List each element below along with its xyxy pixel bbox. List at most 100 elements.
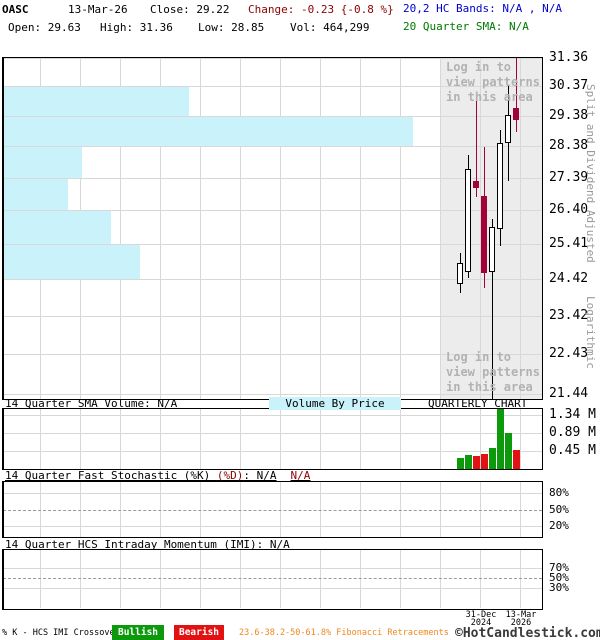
imi-panel-border <box>2 549 543 610</box>
gridline-vertical <box>80 482 81 537</box>
gridline-vertical <box>200 550 201 608</box>
stochastic-gridline <box>3 493 542 494</box>
gridline-horizontal <box>3 450 542 452</box>
volume-bar <box>473 456 480 469</box>
volume-by-price-bar <box>3 116 413 147</box>
gridline-vertical <box>40 409 41 469</box>
gridline-vertical <box>160 58 161 399</box>
gridline-vertical <box>400 58 401 399</box>
candle-wick <box>516 58 517 132</box>
bullish-badge: Bullish <box>112 625 164 640</box>
crossover-legend: % K - HCS IMI Crossover, <box>2 628 125 638</box>
stochastic-panel-border <box>2 481 543 538</box>
gridline-vertical <box>280 482 281 537</box>
stochastic-gridline-dashed <box>3 509 542 511</box>
gridline-vertical <box>440 550 441 608</box>
gridline-horizontal <box>3 115 542 117</box>
stochastic-axis-label: 20% <box>549 519 569 533</box>
gridline-vertical <box>200 482 201 537</box>
volume-by-price-label: Volume By Price <box>285 397 385 410</box>
candle-body <box>457 262 463 284</box>
gridline-horizontal <box>3 415 542 416</box>
gridline-vertical <box>160 550 161 608</box>
gridline-horizontal <box>3 177 542 179</box>
imi-axis-label: 70% <box>549 561 569 574</box>
stochastic-header: 14 Quarter Fast Stochastic (%K) (%D): N/… <box>5 470 310 482</box>
stochastic-d-value: N/A <box>290 469 311 482</box>
candle-body <box>473 180 479 189</box>
volume-axis-label: 0.45 M <box>549 442 596 458</box>
close-value: Close: 29.22 <box>150 3 230 16</box>
stochastic-axis-label: 50% <box>549 502 569 516</box>
volume-bar <box>481 454 488 469</box>
copyright-label: ©HotCandlestick.com <box>455 626 600 640</box>
volume-bar <box>497 409 504 469</box>
volume-bar <box>513 450 520 469</box>
gridline-vertical <box>120 58 121 399</box>
volume-by-price-bar <box>3 211 111 244</box>
price-axis-label: 26.40 <box>549 202 589 218</box>
gridline-vertical <box>80 550 81 608</box>
gridline-horizontal <box>3 146 542 148</box>
high-value: High: 31.36 <box>100 21 173 34</box>
change-value: Change: -0.23 {-0.8 %} <box>248 3 394 16</box>
low-value: Low: 28.85 <box>198 21 265 34</box>
gridline-vertical <box>160 409 161 469</box>
volume-by-price-bar <box>3 178 68 211</box>
price-axis-label: 22.43 <box>549 346 589 362</box>
price-axis-label: 25.41 <box>549 235 589 251</box>
bearish-badge: Bearish <box>174 625 224 640</box>
price-axis-label: 31.36 <box>549 50 589 65</box>
candle-body <box>497 143 503 229</box>
stochastic-axis-label: 80% <box>549 486 569 499</box>
gridline-vertical <box>440 409 441 469</box>
volume-axis-label: 0.89 M <box>549 425 596 441</box>
gridline-horizontal <box>3 394 542 395</box>
gridline-vertical <box>280 550 281 608</box>
login-prompt-bottom: Log in to view patterns in this area <box>446 350 540 394</box>
gridline-vertical <box>480 409 481 469</box>
volume-by-price-bar <box>3 87 189 116</box>
imi-axis-label: 30% <box>549 581 569 594</box>
price-axis-label: 28.38 <box>549 138 589 154</box>
imi-gridline-dashed <box>3 578 542 579</box>
stochastic-d-label: (%D) <box>216 469 244 482</box>
fibonacci-legend: 23.6-38.2-50-61.8% Fibonacci Retracement… <box>239 628 449 638</box>
volume-bar <box>465 455 472 469</box>
gridline-vertical <box>120 409 121 469</box>
gridline-horizontal <box>3 315 542 317</box>
candle-body <box>489 226 495 273</box>
gridline-vertical <box>40 550 41 608</box>
gridline-vertical <box>240 550 241 608</box>
scale-axis-label: Logarithmic <box>584 296 597 369</box>
volume-value: Vol: 464,299 <box>290 21 370 34</box>
volume-bar <box>489 448 496 469</box>
gridline-vertical <box>200 409 201 469</box>
candle-body <box>481 195 487 273</box>
candle-body <box>505 115 511 144</box>
candle-body <box>513 108 519 121</box>
gridline-vertical <box>440 58 441 399</box>
gridline-horizontal <box>3 58 542 59</box>
gridline-vertical <box>120 550 121 608</box>
gridline-vertical <box>360 58 361 399</box>
gridline-vertical <box>280 409 281 469</box>
gridline-vertical <box>120 482 121 537</box>
gridline-vertical <box>320 58 321 399</box>
price-axis-label: 30.37 <box>549 78 589 94</box>
volume-by-price-bar <box>3 147 82 178</box>
price-axis-label: 27.39 <box>549 169 589 185</box>
gridline-vertical <box>520 550 521 608</box>
gridline-horizontal <box>3 210 542 212</box>
gridline-vertical <box>520 58 521 399</box>
bullish-label: Bullish <box>117 627 159 638</box>
main-chart-panel-border <box>2 57 543 400</box>
gridline-vertical <box>440 482 441 537</box>
price-axis-label: 29.38 <box>549 107 589 123</box>
date-axis-label: 13-Mar 2026 <box>505 610 537 628</box>
gridline-vertical <box>480 58 481 399</box>
gridline-vertical <box>240 482 241 537</box>
gridline-vertical <box>280 58 281 399</box>
